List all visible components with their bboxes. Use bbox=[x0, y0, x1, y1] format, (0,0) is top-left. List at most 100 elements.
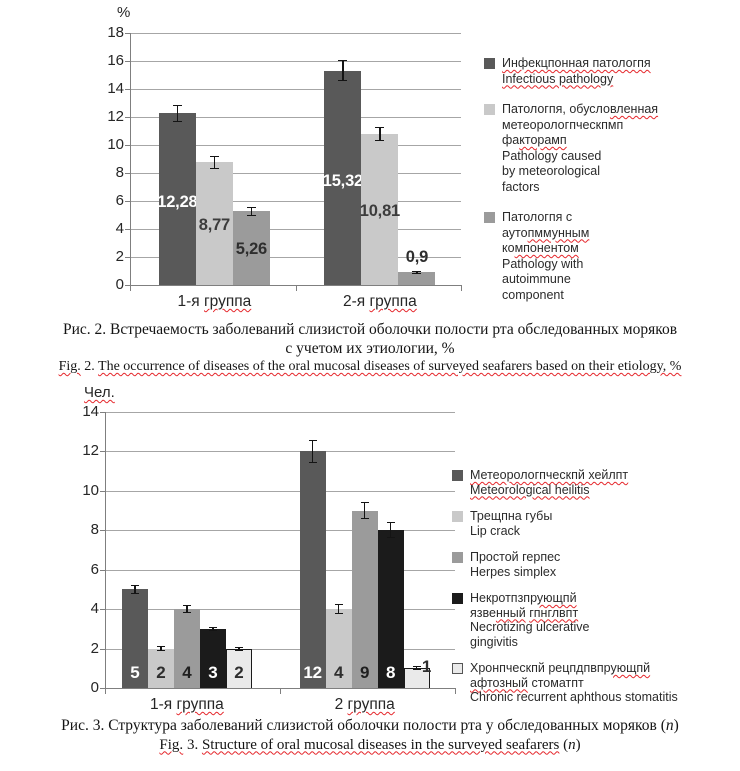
text-segment: Патологпя с bbox=[502, 210, 573, 224]
error-bar bbox=[208, 626, 217, 632]
bar-value-label: 15,32 bbox=[322, 172, 364, 190]
legend-swatch bbox=[452, 663, 463, 674]
legend-item-1: Метеорологпческпй хейлпт Meteorological h… bbox=[452, 468, 740, 497]
x-axis-tick bbox=[461, 285, 462, 291]
text-segment: Fig. bbox=[159, 736, 184, 753]
text-segment: autoimmune bbox=[502, 272, 571, 286]
legend-label: Патологпя, обусловленная метеорологпческп… bbox=[502, 102, 736, 195]
legend-line: Necrotizing ulcerative bbox=[470, 620, 740, 635]
y-tick-label: 14 bbox=[107, 80, 124, 97]
text-segment: группа bbox=[347, 696, 395, 713]
y-axis-tick bbox=[100, 648, 105, 650]
y-axis-tick bbox=[100, 412, 105, 413]
bar-group1-series3 bbox=[173, 609, 200, 688]
legend-item-4: Некротпзпрующпй язвенный гпнглвпт Necrotiz… bbox=[452, 591, 740, 649]
text-segment: ( bbox=[559, 736, 569, 753]
x-axis-tick bbox=[295, 285, 297, 291]
x-axis-tick bbox=[105, 688, 106, 694]
text-segment: Чел. bbox=[84, 384, 115, 401]
x-axis-tick bbox=[455, 688, 456, 694]
error-bar bbox=[360, 501, 369, 520]
text-segment: метеорологпческпмп bbox=[502, 117, 624, 132]
bar-value-label: 2 bbox=[234, 663, 244, 682]
legend-line: Chronic recurrent aphthous stomatitis bbox=[470, 690, 740, 705]
bar-group2-series4 bbox=[377, 530, 404, 688]
text-segment: кторамп bbox=[519, 133, 567, 147]
legend-item-3: Простой герпес Herpes simplex bbox=[452, 550, 740, 579]
legend-line: язвенный гпнглвпт bbox=[470, 606, 740, 621]
bar-value-label: 8 bbox=[386, 663, 396, 682]
bar-value-label: 8,77 bbox=[198, 216, 231, 235]
legend-swatch bbox=[452, 511, 463, 522]
y-axis-line bbox=[105, 412, 106, 694]
y-tick-label: 18 bbox=[107, 24, 124, 41]
x-category-label: 2 группа bbox=[290, 696, 440, 714]
legend-line: Трещпна губы bbox=[470, 509, 740, 524]
text-segment: Herpes simplex bbox=[470, 564, 557, 579]
error-bar bbox=[246, 207, 256, 216]
y-axis-tick bbox=[125, 89, 130, 90]
legend-item-5: Хронпческпй рецпдпвпрующпй афтозный стома… bbox=[452, 661, 740, 705]
text-segment: 2 bbox=[334, 696, 348, 713]
gridline bbox=[105, 648, 455, 650]
legend-line: Хронпческпй рецпдпвпрующпй bbox=[470, 661, 740, 676]
text-segment: by meteorological bbox=[502, 164, 600, 178]
gridline bbox=[105, 609, 455, 611]
bar-value-label: 3 bbox=[208, 663, 218, 682]
legend-item-2: Трещпна губы Lip crack bbox=[452, 509, 740, 538]
y-tick-label: 14 bbox=[82, 403, 99, 420]
error-bar bbox=[234, 646, 243, 651]
x-category-label: 1-я группа bbox=[139, 293, 289, 311]
text-segment: ауто bbox=[502, 225, 528, 240]
plot-area: 0 2 4 6 8 10 12 14 5 2 4 3 2 1-я группа 12 4 9 8 1 2 группа bbox=[82, 403, 456, 713]
x-category-label: 2-я группа bbox=[305, 293, 455, 311]
text-segment: Некротпзпр bbox=[470, 591, 537, 605]
y-axis-tick bbox=[125, 61, 130, 62]
legend-line: метеорологпческпмп bbox=[502, 118, 736, 134]
legend-line: Pathology with bbox=[502, 257, 736, 273]
legend-label: Некротпзпрующпй язвенный гпнглвпт Necrotiz… bbox=[470, 591, 740, 649]
y-axis-tick bbox=[125, 201, 130, 202]
bar-value-label: 12 bbox=[303, 663, 322, 682]
text-segment: Патологпя, обусло bbox=[502, 102, 610, 116]
gridline bbox=[130, 145, 461, 146]
text-segment: n bbox=[665, 717, 674, 734]
text-segment: группа bbox=[204, 293, 252, 310]
text-segment: гпнглвпт bbox=[529, 605, 579, 620]
legend-swatch bbox=[484, 104, 495, 115]
error-bar bbox=[182, 605, 191, 614]
text-segment: gingivitis bbox=[470, 634, 518, 649]
y-tick-label: 4 bbox=[90, 600, 99, 618]
text-segment: component bbox=[502, 287, 564, 302]
legend-line: Патологпя, обусловленная bbox=[502, 102, 736, 118]
gridline bbox=[105, 451, 455, 453]
legend-line: аутопммунным bbox=[502, 226, 736, 242]
text-segment: ующпй bbox=[536, 591, 577, 605]
legend-label: Хронпческпй рецпдпвпрующпй афтозный стома… bbox=[470, 661, 740, 705]
y-axis-tick bbox=[100, 688, 105, 689]
error-bar bbox=[338, 60, 348, 81]
bar-value-label: 12,28 bbox=[157, 192, 198, 211]
error-bar bbox=[386, 522, 395, 539]
legend-line: Lip crack bbox=[470, 524, 740, 539]
error-bar bbox=[156, 646, 165, 651]
error-bar bbox=[130, 584, 139, 595]
text-segment: 2-я bbox=[343, 293, 370, 310]
gridline bbox=[130, 33, 461, 34]
bar-value-label: 4 bbox=[334, 663, 344, 682]
caption-fig2-en: Fig. 2. The occurrence of diseases of th… bbox=[0, 358, 740, 377]
legend-line: Infectious pathology bbox=[502, 72, 736, 88]
y-tick-label: 12 bbox=[107, 108, 124, 125]
legend-line: факторамп bbox=[502, 133, 736, 149]
x-axis-tick bbox=[130, 285, 131, 291]
bar-value-label: 1 bbox=[421, 657, 432, 677]
y-tick-label: 12 bbox=[82, 442, 99, 460]
caption-fig2-ru-line2: с учетом их этиологии, % bbox=[285, 339, 455, 357]
bar-group2-series2 bbox=[325, 609, 352, 688]
legend-line: by meteorological bbox=[502, 164, 736, 180]
y-axis-tick bbox=[125, 257, 130, 258]
y-axis-line bbox=[130, 33, 131, 291]
y-tick-label: 8 bbox=[90, 521, 99, 539]
text-segment: ко bbox=[502, 241, 515, 255]
gridline bbox=[130, 257, 461, 258]
